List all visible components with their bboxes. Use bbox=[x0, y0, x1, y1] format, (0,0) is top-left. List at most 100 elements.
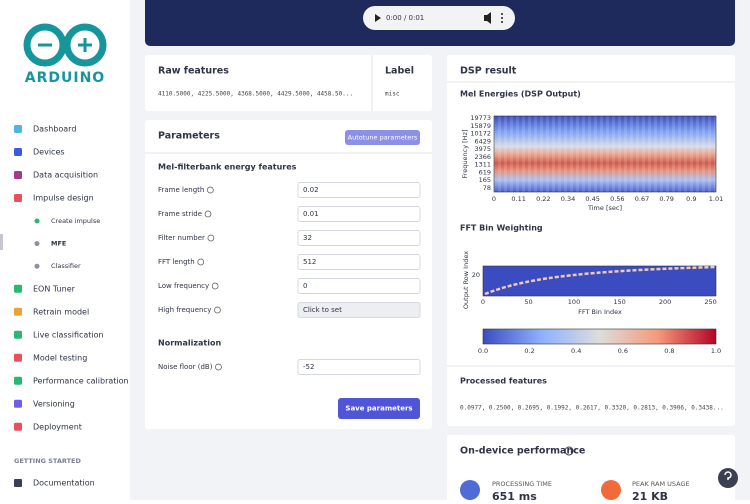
field-label: Frame stride bbox=[158, 210, 202, 218]
autotune-button[interactable] bbox=[345, 130, 420, 145]
y-tick-label: 2366 bbox=[474, 153, 491, 161]
nav-icon bbox=[14, 125, 22, 133]
colorbar-tick-label: 0.6 bbox=[618, 347, 628, 355]
input-value: -52 bbox=[303, 363, 314, 371]
x-tick-label: 0.45 bbox=[585, 195, 599, 203]
colorbar-tick-label: 1.0 bbox=[711, 347, 721, 355]
metric-icon bbox=[460, 480, 480, 500]
save-button[interactable] bbox=[338, 398, 420, 419]
fields: Frame length 0.02 Frame stride 0.01 Filter n… bbox=[158, 182, 421, 375]
nav-dot bbox=[34, 241, 40, 247]
input-value: 512 bbox=[303, 258, 316, 266]
section-title: Processed features bbox=[460, 377, 547, 386]
x-tick-label: 0 bbox=[481, 298, 485, 306]
field-label: Frame length bbox=[158, 186, 204, 194]
section-title: Mel-filterbank energy features bbox=[158, 163, 297, 172]
logo bbox=[23, 23, 107, 67]
audio-player[interactable] bbox=[363, 6, 515, 30]
nav-link[interactable]: Model testing bbox=[33, 353, 87, 362]
help-icon bbox=[207, 234, 215, 242]
y-tick-label: 165 bbox=[479, 176, 491, 184]
nav-link[interactable]: Retrain model bbox=[33, 307, 89, 316]
nav-icon bbox=[14, 307, 22, 316]
x-tick-label: 50 bbox=[524, 298, 532, 306]
help-icon bbox=[204, 210, 212, 218]
nav-sublink[interactable]: MFE bbox=[51, 240, 66, 248]
x-tick-label: 1.01 bbox=[709, 195, 723, 203]
y-axis-label: Frequency [Hz] bbox=[461, 129, 469, 178]
x-tick-label: 0.11 bbox=[511, 195, 525, 203]
nav-link[interactable]: Impulse design bbox=[33, 194, 94, 203]
help-icon bbox=[214, 306, 221, 314]
field-label: Filter number bbox=[158, 234, 205, 242]
y-tick-label: 20 bbox=[472, 271, 480, 279]
nav: Dashboard Devices Data acquisition Impulse … bbox=[14, 125, 129, 431]
nav-icon bbox=[14, 171, 22, 179]
input[interactable] bbox=[297, 230, 421, 246]
chart-title: FFT Bin Weighting bbox=[460, 224, 543, 233]
brand: ARDUINO bbox=[25, 70, 105, 86]
x-tick-label: 0.67 bbox=[635, 195, 649, 203]
nav-icon bbox=[14, 422, 22, 431]
nav-dot bbox=[34, 218, 40, 224]
button-label: Autotune parameters bbox=[348, 134, 418, 142]
help-icon bbox=[215, 363, 222, 371]
nav-link[interactable]: Live classification bbox=[33, 330, 104, 339]
nav-link[interactable]: EON Tuner bbox=[33, 284, 76, 293]
input[interactable] bbox=[297, 206, 421, 222]
help-icon bbox=[211, 282, 219, 290]
nav-link[interactable]: Performance calibration bbox=[33, 376, 129, 385]
input[interactable] bbox=[297, 302, 421, 318]
colorbar bbox=[482, 328, 717, 345]
fft-image bbox=[482, 265, 717, 297]
input[interactable] bbox=[297, 359, 421, 375]
metric-value: 651 ms bbox=[492, 490, 537, 500]
raw-values: 4110.5000, 4225.5000, 4368.5000, 4429.50… bbox=[158, 91, 353, 98]
help-icon[interactable] bbox=[564, 446, 574, 456]
help-icon bbox=[207, 186, 214, 194]
y-tick-label: 19773 bbox=[470, 114, 491, 122]
x-tick-label: 200 bbox=[659, 298, 671, 306]
nav-link[interactable]: Data acquisition bbox=[33, 171, 98, 180]
nav-link[interactable]: Versioning bbox=[33, 399, 75, 408]
x-tick-label: 0.56 bbox=[610, 195, 624, 203]
volume-icon[interactable] bbox=[484, 12, 491, 24]
metric-value: 21 KB bbox=[632, 490, 668, 500]
colorbar-tick-label: 0.4 bbox=[571, 347, 581, 355]
y-tick-label: 619 bbox=[479, 168, 491, 176]
metric-label: PEAK RAM USAGE bbox=[632, 480, 690, 488]
nav-icon bbox=[14, 330, 22, 339]
nav-icon bbox=[14, 148, 22, 156]
nav-icon bbox=[14, 399, 22, 408]
sidebar bbox=[0, 0, 130, 500]
nav-link[interactable]: Deployment bbox=[33, 422, 82, 431]
y-axis-label: Output Row Index bbox=[462, 251, 470, 309]
label-value: misc bbox=[385, 91, 400, 98]
x-tick-label: 0.79 bbox=[659, 195, 673, 203]
play-icon[interactable] bbox=[375, 14, 381, 22]
input[interactable] bbox=[297, 278, 421, 294]
y-tick-label: 1311 bbox=[474, 161, 491, 169]
nav-link[interactable]: Dashboard bbox=[33, 125, 76, 134]
colorbar-tick-label: 0.2 bbox=[524, 347, 534, 355]
nav-link[interactable]: Devices bbox=[33, 148, 65, 157]
y-tick-label: 3975 bbox=[474, 145, 491, 153]
input-value: 0.01 bbox=[303, 210, 319, 218]
input[interactable] bbox=[297, 182, 421, 198]
x-axis-label: Time [sec] bbox=[587, 204, 622, 212]
card-title: Parameters bbox=[158, 131, 220, 142]
nav-icon bbox=[14, 353, 22, 362]
input[interactable] bbox=[297, 254, 421, 270]
x-tick-label: 150 bbox=[613, 298, 625, 306]
nav-sublink[interactable]: Classifier bbox=[51, 262, 81, 270]
nav-sublink[interactable]: Create impulse bbox=[51, 217, 100, 225]
nav-link[interactable]: Documentation bbox=[33, 479, 95, 488]
field-label: High frequency bbox=[158, 306, 211, 314]
field-label: Noise floor (dB) bbox=[158, 363, 213, 371]
x-tick-label: 0.34 bbox=[561, 195, 575, 203]
spectrogram-frame bbox=[493, 115, 717, 193]
help-icon bbox=[197, 258, 205, 266]
input-value: 32 bbox=[303, 234, 312, 242]
card-title: On-device performance bbox=[460, 446, 585, 457]
